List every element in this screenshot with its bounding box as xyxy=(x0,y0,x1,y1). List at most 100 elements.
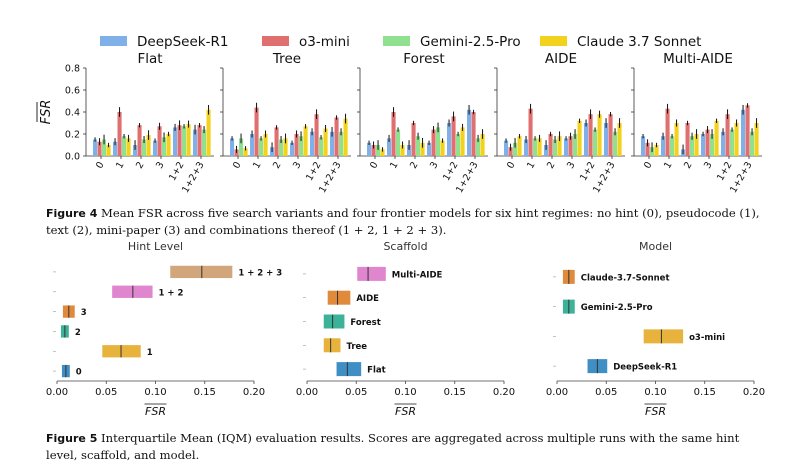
bar xyxy=(310,131,315,156)
y-tick-label: 0.0 xyxy=(65,152,80,163)
iqm-label: AIDE xyxy=(356,294,379,304)
bar xyxy=(641,136,646,156)
bar xyxy=(294,134,299,156)
iqm-bar: 0 xyxy=(53,364,82,378)
bar xyxy=(420,142,425,156)
x-tick-label: 0 xyxy=(368,160,381,171)
bar xyxy=(725,114,730,156)
iqm-bar: AIDE xyxy=(303,290,379,305)
bar xyxy=(339,131,344,156)
bar xyxy=(524,139,529,156)
bar xyxy=(102,139,107,156)
bar xyxy=(126,138,131,156)
iqm-interval xyxy=(323,314,345,329)
iqm-bar: 2 xyxy=(53,325,81,338)
bar xyxy=(685,123,690,156)
figure-4-label: Figure 4 xyxy=(46,207,98,220)
legend-label: Claude 3.7 Sonnet xyxy=(577,34,701,50)
bar xyxy=(504,140,509,156)
panel-title: Tree xyxy=(272,51,301,67)
bar xyxy=(133,145,138,156)
iqm-bar: 1 xyxy=(53,345,153,358)
iqm-label: Tree xyxy=(346,342,367,352)
x-tick-label: 3 xyxy=(428,160,441,171)
bar xyxy=(263,134,268,156)
x-tick-label: 1 xyxy=(388,160,401,171)
y-tick-label: 0.2 xyxy=(65,130,80,141)
bar xyxy=(467,109,472,156)
bar xyxy=(97,141,102,156)
iqm-label: Flat xyxy=(367,366,386,376)
bar xyxy=(166,134,171,156)
bar xyxy=(593,129,598,156)
bar xyxy=(661,136,666,156)
x-tick-label: 2 xyxy=(408,160,421,171)
bar xyxy=(254,107,259,156)
y-tick-label: 0.6 xyxy=(65,86,80,97)
iqm-label: Forest xyxy=(350,318,380,328)
iqm-panel-title: Model xyxy=(639,240,672,253)
x-tick-label: 3 xyxy=(154,160,167,171)
bar xyxy=(303,126,308,156)
iqm-panel-model: Model 0.00 0.05 0.10 0.15 0.20 FSR Claude-3.7-S… xyxy=(546,240,765,418)
iqm-panel-scaffold: Scaffold 0.00 0.05 0.10 0.15 0.20 FSR Multi-AID… xyxy=(296,240,515,418)
bar xyxy=(202,129,207,156)
figure-4-text: Mean FSR across five search variants and… xyxy=(46,206,760,237)
bar xyxy=(299,136,304,156)
bar xyxy=(113,141,118,156)
bar xyxy=(387,138,392,156)
bar xyxy=(568,136,573,156)
bar xyxy=(721,131,726,156)
iqm-interval xyxy=(323,338,341,353)
x-axis-label: FSR xyxy=(395,405,416,418)
legend-item: Claude 3.7 Sonnet xyxy=(540,34,701,50)
iqm-interval xyxy=(327,290,351,305)
bar xyxy=(250,134,255,156)
bar xyxy=(146,135,151,156)
iqm-bar: o3-mini xyxy=(553,329,725,344)
x-axis-label: FSR xyxy=(645,405,666,418)
figure-5-caption: Figure 5 Interquartile Mean (IQM) evalua… xyxy=(46,430,766,463)
bar xyxy=(471,112,476,156)
bar xyxy=(259,138,264,156)
bar xyxy=(396,129,401,156)
bar xyxy=(343,118,348,156)
bar xyxy=(513,142,518,156)
bar xyxy=(330,131,335,156)
bar xyxy=(137,125,142,156)
legend-swatch xyxy=(100,36,127,46)
x-tick-label: 1 xyxy=(662,160,675,171)
bar xyxy=(206,109,211,156)
bar xyxy=(334,117,339,156)
x-tick-label: 0.15 xyxy=(444,387,466,398)
iqm-bar: Tree xyxy=(303,338,367,353)
legend-item: DeepSeek-R1 xyxy=(100,34,228,50)
bar xyxy=(117,112,122,156)
bar xyxy=(604,123,609,156)
iqm-label: o3-mini xyxy=(689,333,725,343)
bar xyxy=(750,131,755,156)
bar xyxy=(323,128,328,156)
x-tick-label: 3 xyxy=(291,160,304,171)
bar xyxy=(391,112,396,156)
x-tick-label: 1+2 xyxy=(167,160,187,183)
bar xyxy=(480,134,485,156)
bar xyxy=(517,136,522,156)
x-tick-label: 0.10 xyxy=(644,387,666,398)
iqm-bar: 1 + 2 + 3 xyxy=(53,265,282,278)
legend-label: Gemini-2.5-Pro xyxy=(420,34,521,50)
iqm-bar: 1 + 2 xyxy=(53,285,183,298)
bar xyxy=(533,138,538,156)
bar xyxy=(376,145,381,156)
bar xyxy=(645,142,650,156)
iqm-label: Multi-AIDE xyxy=(392,270,443,280)
x-tick-label: 0.05 xyxy=(345,387,367,398)
bar xyxy=(431,129,436,156)
bar xyxy=(93,139,98,156)
panel-title: Flat xyxy=(137,51,162,67)
bar xyxy=(177,125,182,156)
iqm-interval xyxy=(357,266,386,281)
bar xyxy=(197,125,202,156)
